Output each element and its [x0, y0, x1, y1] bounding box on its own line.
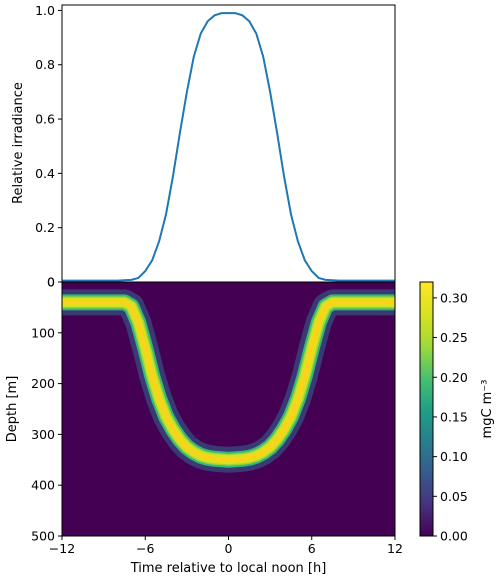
irradiance-panel: 0 0.2 0.4 0.6 0.8 1.0 Relative irradiance: [11, 3, 396, 290]
depth-y-tick-label: 0: [47, 275, 55, 290]
depth-y-tick-label: 200: [31, 376, 55, 391]
colorbar-label: mgC m⁻³: [480, 380, 495, 439]
colorbar-gradient: [420, 282, 433, 536]
time-x-tick-label: 0: [225, 541, 233, 556]
irradiance-series-line: [62, 12, 395, 282]
colorbar-tick-label: 0.05: [440, 489, 468, 504]
irradiance-plot-area: [62, 5, 395, 282]
depth-y-tick-label: 500: [31, 529, 55, 544]
irradiance-y-tick-label: 0.2: [35, 220, 55, 235]
depth-y-tick-label: 400: [31, 478, 55, 493]
colorbar-tick-label: 0.30: [440, 290, 468, 305]
depth-y-tick-label: 100: [31, 325, 55, 340]
irradiance-y-axis-label: Relative irradiance: [11, 82, 26, 204]
irradiance-y-tick-label: 1.0: [35, 3, 55, 18]
time-x-tick-label: 12: [387, 541, 403, 556]
biomass-band-peak: [62, 300, 395, 462]
colorbar-tick-label: 0.00: [440, 529, 468, 544]
irradiance-y-tick-label: 0.4: [35, 166, 55, 181]
irradiance-y-tick-label: 0: [47, 275, 55, 290]
depth-panel: 0 100 200 300 400 500 −12 −6 0 6 12 Depth [m] Tim…: [5, 275, 403, 577]
time-x-tick-label: −6: [136, 541, 154, 556]
depth-y-ticks: 0 100 200 300 400 500: [31, 275, 62, 544]
colorbar-tick-label: 0.25: [440, 330, 468, 345]
irradiance-y-tick-label: 0.6: [35, 112, 55, 127]
colorbar-frame: [419, 281, 434, 537]
colorbar-tick-label: 0.15: [440, 409, 468, 424]
colorbar-tick-label: 0.10: [440, 449, 468, 464]
colorbar: 0.00 0.05 0.10 0.15 0.20 0.25 0.30 mgC m⁻³: [419, 281, 495, 544]
depth-y-axis-label: Depth [m]: [5, 376, 20, 443]
irradiance-y-ticks: 0 0.2 0.4 0.6 0.8 1.0: [35, 3, 62, 290]
depth-y-tick-label: 300: [31, 427, 55, 442]
time-x-tick-label: −12: [49, 541, 75, 556]
colorbar-tick-label: 0.20: [440, 370, 468, 385]
irradiance-y-tick-label: 0.8: [35, 57, 55, 72]
time-x-tick-label: 6: [308, 541, 316, 556]
time-x-ticks: −12 −6 0 6 12: [49, 536, 403, 556]
colorbar-ticks: 0.00 0.05 0.10 0.15 0.20 0.25 0.30: [433, 290, 468, 544]
time-x-axis-label: Time relative to local noon [h]: [130, 561, 327, 576]
heatmap-background: [62, 282, 395, 536]
